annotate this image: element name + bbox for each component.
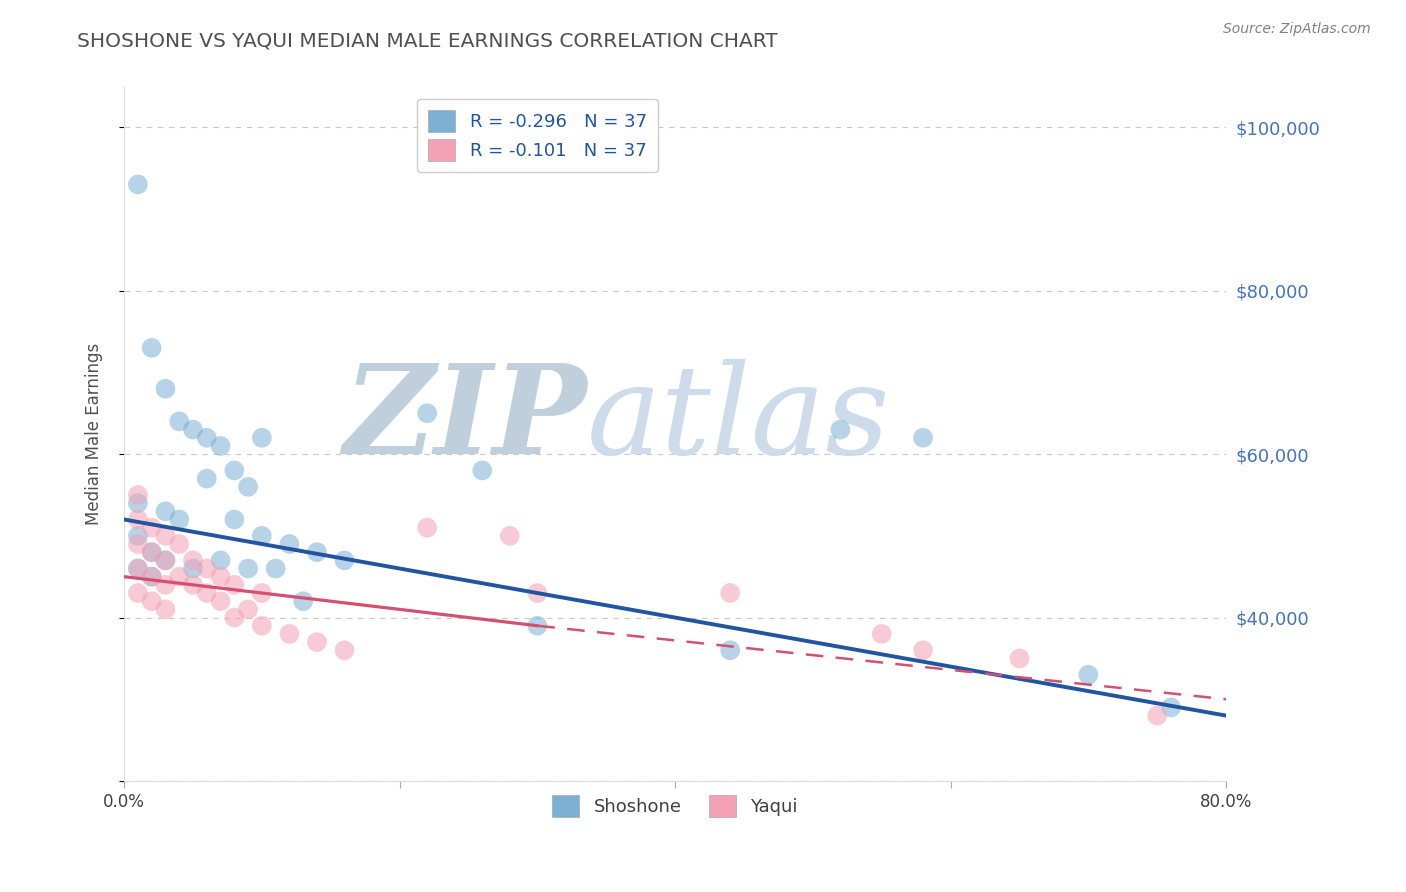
Point (499, 529, 522, 543)
Point (141, 521, 163, 535)
Point (209, 553, 232, 567)
Point (209, 570, 232, 584)
Point (305, 635, 328, 649)
Point (195, 431, 218, 445)
Point (224, 610, 246, 624)
Point (155, 529, 177, 543)
Point (167, 570, 190, 584)
Point (471, 463, 494, 477)
Point (718, 586, 741, 600)
Point (224, 512, 246, 526)
Point (209, 439, 232, 453)
Point (264, 561, 287, 575)
Point (127, 496, 149, 510)
Point (416, 406, 439, 420)
Point (250, 529, 273, 543)
Point (181, 561, 204, 575)
Point (305, 545, 328, 559)
Point (155, 382, 177, 396)
Point (1008, 651, 1031, 665)
Point (127, 561, 149, 575)
Point (526, 586, 548, 600)
Point (718, 643, 741, 657)
Y-axis label: Median Male Earnings: Median Male Earnings (86, 343, 103, 524)
Point (155, 553, 177, 567)
Point (236, 602, 259, 616)
Point (209, 594, 232, 608)
Point (181, 553, 204, 567)
Point (141, 545, 163, 559)
Point (155, 504, 177, 518)
Point (224, 578, 246, 592)
Point (141, 570, 163, 584)
Point (141, 545, 163, 559)
Point (333, 643, 356, 657)
Point (870, 627, 893, 641)
Point (912, 431, 935, 445)
Point (167, 512, 190, 526)
Point (224, 463, 246, 477)
Point (1077, 667, 1099, 681)
Point (141, 570, 163, 584)
Point (912, 643, 935, 657)
Point (292, 594, 315, 608)
Point (167, 537, 190, 551)
Point (195, 472, 218, 486)
Point (167, 414, 190, 428)
Point (250, 586, 273, 600)
Point (155, 602, 177, 616)
Point (236, 480, 259, 494)
Legend: Shoshone, Yaqui: Shoshone, Yaqui (546, 788, 806, 824)
Point (416, 521, 439, 535)
Point (127, 178, 149, 192)
Point (278, 537, 301, 551)
Point (181, 578, 204, 592)
Point (195, 561, 218, 575)
Point (830, 423, 852, 437)
Point (127, 529, 149, 543)
Point (141, 594, 163, 608)
Point (127, 488, 149, 502)
Point (127, 561, 149, 575)
Point (333, 553, 356, 567)
Point (155, 553, 177, 567)
Text: SHOSHONE VS YAQUI MEDIAN MALE EARNINGS CORRELATION CHART: SHOSHONE VS YAQUI MEDIAN MALE EARNINGS C… (77, 31, 778, 50)
Text: Source: ZipAtlas.com: Source: ZipAtlas.com (1223, 22, 1371, 37)
Point (278, 627, 301, 641)
Point (141, 341, 163, 355)
Point (526, 618, 548, 632)
Point (127, 537, 149, 551)
Point (127, 512, 149, 526)
Point (250, 618, 273, 632)
Point (127, 586, 149, 600)
Point (195, 586, 218, 600)
Point (250, 431, 273, 445)
Text: ZIP: ZIP (343, 359, 586, 481)
Point (1146, 708, 1168, 723)
Point (155, 578, 177, 592)
Text: atlas: atlas (586, 359, 890, 481)
Point (236, 561, 259, 575)
Point (181, 423, 204, 437)
Point (1160, 700, 1182, 714)
